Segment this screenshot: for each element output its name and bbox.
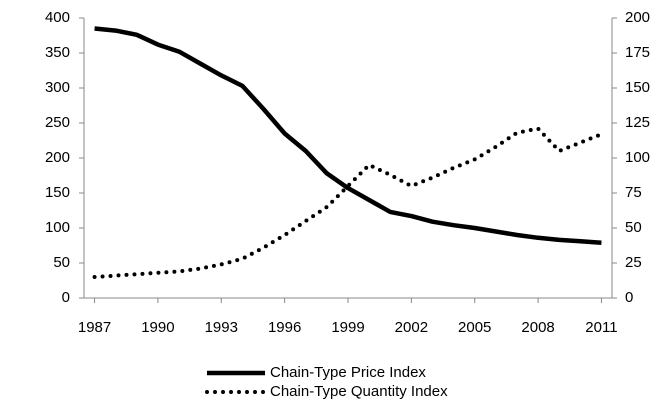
y2-tick-label: 0 bbox=[625, 289, 633, 306]
legend-label: Chain-Type Price Index bbox=[270, 364, 426, 381]
x-tick-label: 1987 bbox=[78, 319, 111, 336]
y2-tick-label: 150 bbox=[625, 79, 650, 96]
y-tick-label: 250 bbox=[45, 114, 70, 131]
x-tick-label: 1993 bbox=[205, 319, 238, 336]
x-tick-label: 1996 bbox=[268, 319, 301, 336]
series-line bbox=[92, 126, 604, 279]
y-tick-label: 300 bbox=[45, 79, 70, 96]
legend-label: Chain-Type Quantity Index bbox=[270, 383, 448, 400]
y-tick-label: 400 bbox=[45, 9, 70, 26]
y2-tick-label: 100 bbox=[625, 149, 650, 166]
y-tick-label: 200 bbox=[45, 149, 70, 166]
y2-tick-label: 200 bbox=[625, 9, 650, 26]
x-tick-label: 2005 bbox=[458, 319, 491, 336]
y2-tick-label: 25 bbox=[625, 254, 642, 271]
y2-tick-label: 75 bbox=[625, 184, 642, 201]
y2-tick-label: 125 bbox=[625, 114, 650, 131]
x-tick-label: 2002 bbox=[395, 319, 428, 336]
y-tick-label: 100 bbox=[45, 219, 70, 236]
y-tick-label: 0 bbox=[62, 289, 70, 306]
y2-tick-label: 175 bbox=[625, 44, 650, 61]
y-tick-label: 50 bbox=[53, 254, 70, 271]
y2-tick-label: 50 bbox=[625, 219, 642, 236]
x-tick-label: 1990 bbox=[141, 319, 174, 336]
series-line bbox=[94, 26, 602, 245]
x-tick-label: 1999 bbox=[331, 319, 364, 336]
x-tick-label: 2008 bbox=[521, 319, 554, 336]
y-tick-label: 350 bbox=[45, 44, 70, 61]
y-tick-label: 150 bbox=[45, 184, 70, 201]
x-tick-label: 2011 bbox=[585, 319, 617, 336]
